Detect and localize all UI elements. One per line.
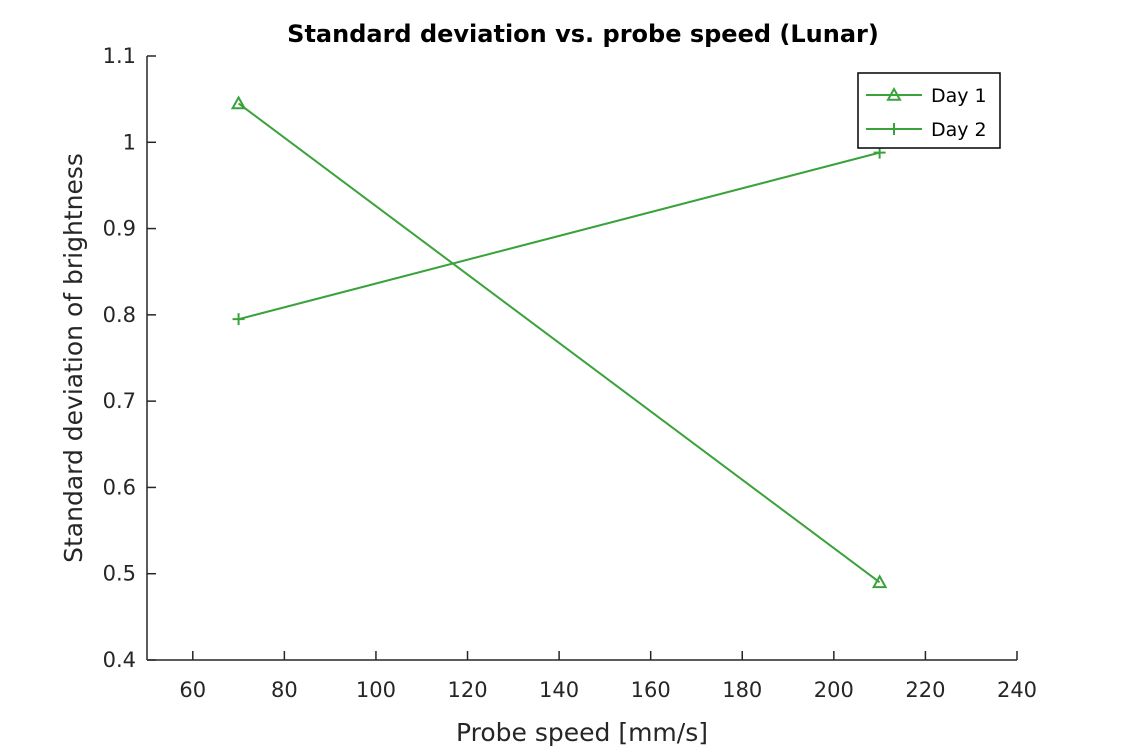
plot-area: 60 80 100 120 140 160 180 200 220 240 0.4 0.5 0.6 0.7… [103, 44, 1037, 702]
y-tick-label: 0.5 [103, 562, 136, 586]
legend: Day 1 Day 2 [857, 72, 1001, 149]
legend-label: Day 2 [931, 119, 987, 141]
x-tick-label: 120 [447, 678, 487, 702]
legend-marker [888, 123, 900, 135]
legend-box [857, 72, 1001, 149]
legend-label: Day 1 [931, 85, 987, 107]
data-point [230, 95, 247, 110]
y-tick-label: 0.4 [103, 648, 136, 672]
legend-marker [886, 86, 902, 101]
x-axis-label: Probe speed [mm/s] [456, 718, 708, 747]
x-tick-label: 160 [631, 678, 671, 702]
legend-item: Day 1 [866, 85, 987, 107]
x-tick-label: 220 [905, 678, 945, 702]
data-point [232, 313, 245, 326]
series-2 [232, 146, 886, 326]
y-tick-label: 0.7 [103, 389, 136, 413]
x-tick-label: 240 [997, 678, 1037, 702]
x-tick-label: 80 [271, 678, 298, 702]
y-tick-label: 1 [123, 130, 136, 154]
y-tick-label: 1.1 [103, 44, 136, 68]
x-tick-label: 100 [356, 678, 396, 702]
x-tick-label: 140 [539, 678, 579, 702]
y-tick-label: 0.9 [103, 217, 136, 241]
series-1 [230, 95, 888, 589]
x-tick-label: 60 [179, 678, 206, 702]
data-point [871, 574, 888, 589]
x-tick-label: 200 [814, 678, 854, 702]
chart-title: Standard deviation vs. probe speed (Luna… [287, 20, 879, 48]
legend-item: Day 2 [866, 119, 987, 141]
x-tick-label: 180 [722, 678, 762, 702]
y-axis-label: Standard deviation of brightness [59, 153, 88, 563]
y-tick-label: 0.6 [103, 475, 136, 499]
series-line [238, 151, 880, 321]
series-line [237, 102, 881, 584]
y-tick-label: 0.8 [103, 303, 136, 327]
